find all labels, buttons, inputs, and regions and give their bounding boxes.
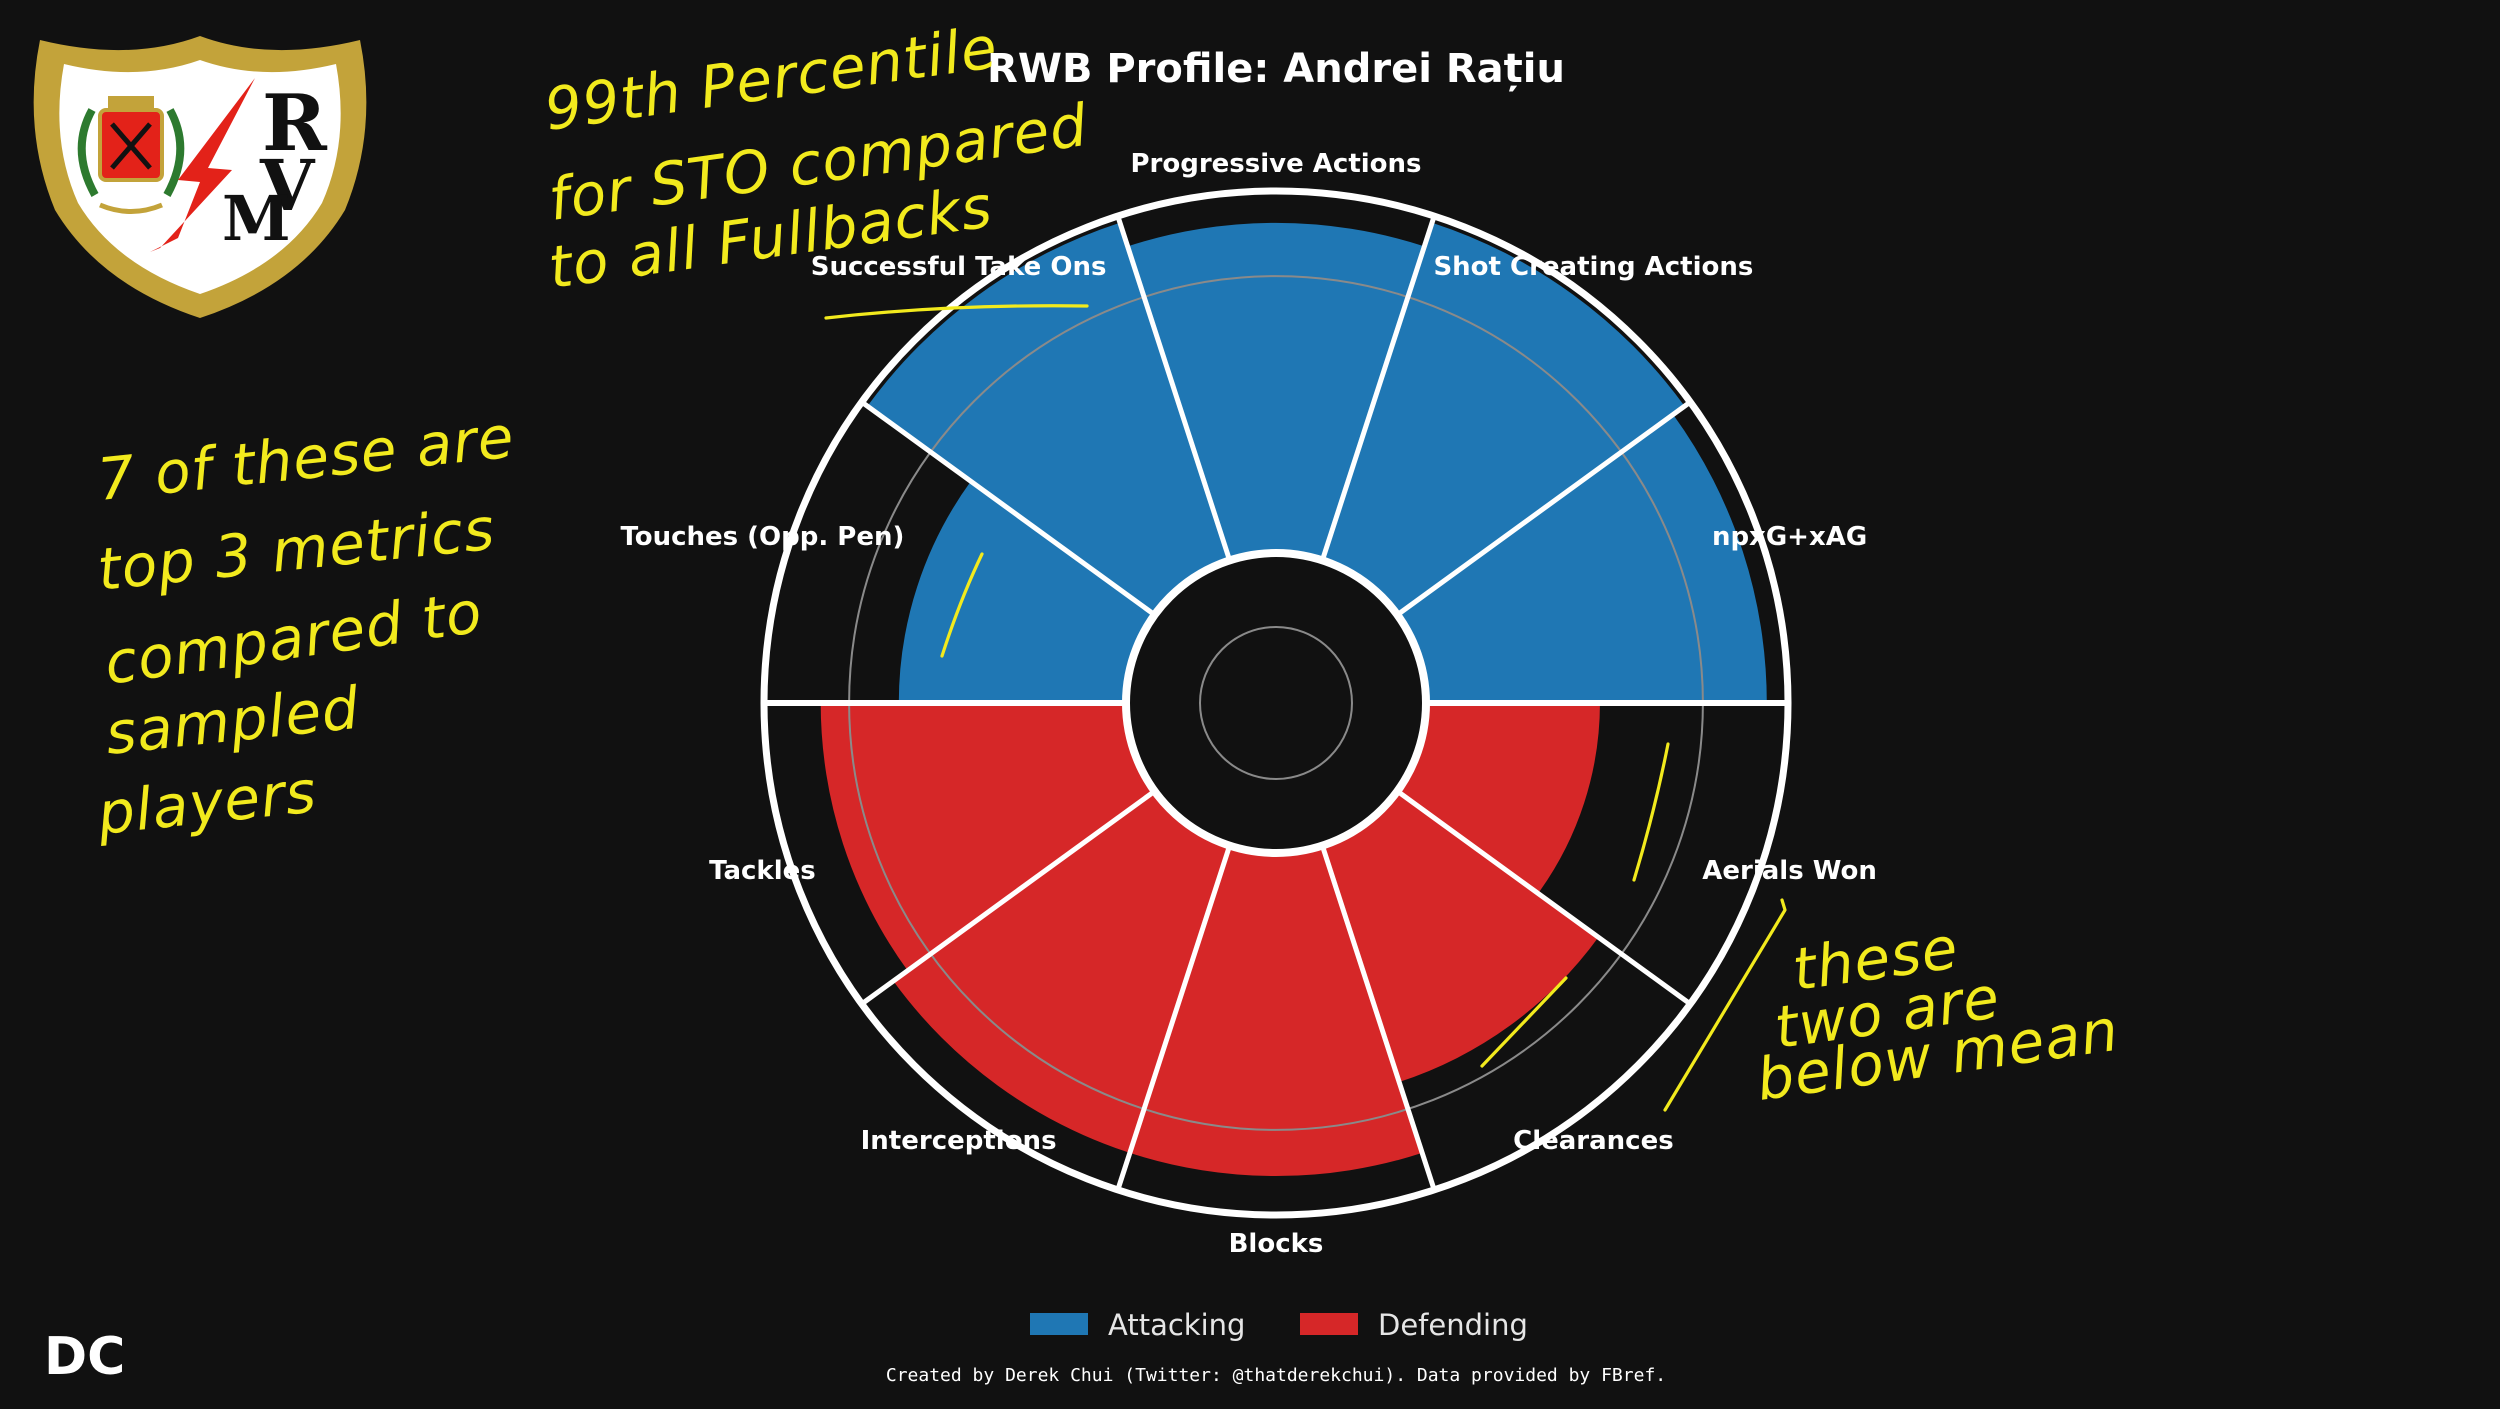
legend-label-defending: Defending <box>1378 1308 1528 1342</box>
bar-clearances <box>1322 791 1599 1082</box>
hub-inner-ring <box>1199 626 1353 780</box>
bar-touches-opp-pen <box>898 481 1155 703</box>
wedge-separator <box>860 789 1157 1006</box>
annotation-mark-clearances <box>1480 976 1568 1068</box>
legend-label-attacking: Attacking <box>1108 1308 1245 1342</box>
bar-aerials-won <box>1397 703 1600 894</box>
annotation-top3-line-5: players <box>93 757 319 848</box>
category-label-progressive-actions: Progressive Actions <box>1130 149 1421 179</box>
category-label-successful-take-ons: Successful Take Ons <box>811 252 1107 282</box>
bar-interceptions <box>893 791 1230 1153</box>
inner-hub <box>1122 549 1430 857</box>
category-label-interceptions: Interceptions <box>861 1126 1057 1156</box>
annotation-below-mean: these two are below mean <box>1663 898 2123 1114</box>
outer-ring <box>760 187 1792 1219</box>
brand-logo: DC <box>44 1327 125 1387</box>
annotation-mark-aerials <box>1632 742 1670 882</box>
wedge-separator <box>1395 789 1692 1006</box>
annotation-bracket <box>1663 898 1787 1112</box>
club-crest-logo: R V M <box>33 36 367 318</box>
wedge-separator <box>1115 844 1233 1191</box>
category-label-blocks: Blocks <box>1229 1229 1324 1259</box>
wedge-separator <box>1319 215 1437 562</box>
category-label-shot-creating-actions: Shot Creating Actions <box>1433 252 1753 282</box>
category-label-npxg-xag: npxG+xAG <box>1712 522 1867 552</box>
legend-swatch-defending <box>1300 1313 1358 1335</box>
bar-shot-creating-actions <box>1322 222 1685 615</box>
crest-letter-r: R <box>262 78 328 169</box>
legend: Attacking Defending <box>1030 1308 1528 1342</box>
wedge-separator <box>860 400 1157 617</box>
category-label-aerials-won: Aerials Won <box>1702 856 1877 886</box>
polar-plot-area <box>760 187 1792 1219</box>
wedge-separator <box>1395 400 1692 617</box>
chart-title: RWB Profile: Andrei Rațiu <box>987 46 1565 92</box>
bar-npxg-xag <box>1397 414 1767 703</box>
bar-progressive-actions <box>1127 222 1425 561</box>
crest-letter-m: M <box>222 182 291 255</box>
annotation-underline <box>824 304 1089 320</box>
category-label-clearances: Clearances <box>1513 1126 1674 1156</box>
category-label-tackles: Tackles <box>709 856 816 886</box>
wedge-separator <box>1319 844 1437 1191</box>
annotation-top3-line-1: 7 of these are <box>94 403 517 514</box>
annotation-mark-touches <box>940 552 984 658</box>
category-labels: Progressive Actions Shot Creating Actions… <box>620 149 1876 1259</box>
wedge-separator <box>1115 215 1233 562</box>
bar-successful-take-ons <box>867 222 1230 615</box>
annotation-top3: 7 of these are top 3 metrics compared to… <box>93 403 517 848</box>
category-label-touches-opp-pen: Touches (Opp. Pen) <box>620 522 904 552</box>
bar-tackles <box>820 703 1155 971</box>
legend-swatch-attacking <box>1030 1313 1088 1335</box>
credit-line: Created by Derek Chui (Twitter: @thatder… <box>886 1365 1666 1386</box>
crest-letter-v: V <box>259 144 316 227</box>
